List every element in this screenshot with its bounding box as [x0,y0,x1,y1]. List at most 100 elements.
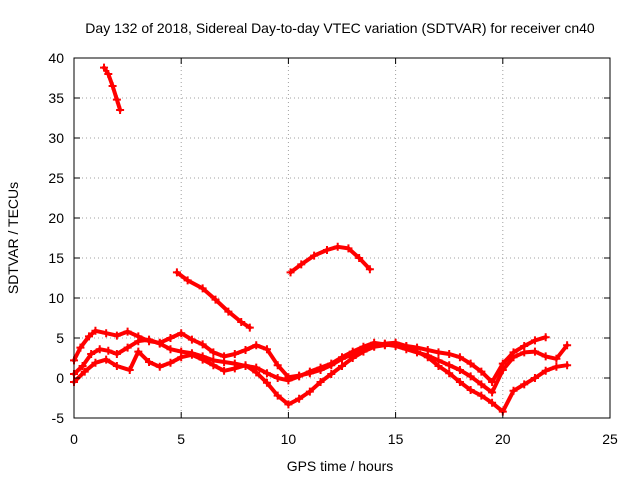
data-point-marker [87,350,96,358]
data-point-marker [85,332,94,341]
data-point-marker [112,95,121,104]
data-point-marker [76,343,85,352]
data-point-marker [230,350,239,358]
data-point-marker [108,82,117,90]
data-point-marker [327,370,336,378]
data-point-marker [262,378,271,387]
data-point-marker [177,353,186,362]
data-point-marker [423,353,432,362]
data-point-marker [198,340,207,349]
axis-ticks [73,57,611,419]
data-point-marker [187,350,196,359]
data-point-marker [355,254,364,262]
data-point-marker [224,307,233,316]
data-point-marker [530,347,539,356]
y-tick-label: 5 [56,330,64,346]
data-point-marker [252,341,261,350]
x-tick-label: 10 [281,431,297,447]
data-point-marker [112,331,121,340]
data-point-marker [310,251,319,260]
data-point-marker [209,361,218,370]
data-point-marker [145,358,154,366]
data-point-marker [273,391,282,400]
y-tick-label: 35 [48,90,64,106]
data-point-marker [359,347,368,356]
x-tick-label: 25 [602,431,618,447]
series-band [288,244,372,275]
data-point-marker [284,400,293,409]
data-point-marker [391,340,400,349]
y-tick-label: 15 [48,250,64,266]
data-point-marker [237,318,246,326]
data-point-marker [91,326,100,335]
series-arc-2 [172,268,254,332]
data-point-marker [125,366,134,374]
data-point-marker [477,380,486,389]
data-point-marker [541,352,550,361]
data-point-marker [91,358,100,367]
data-point-marker [466,372,475,381]
y-tick-label: 20 [48,210,64,226]
data-point-marker [295,372,304,381]
data-point-marker [295,394,304,403]
data-point-marker [198,284,207,293]
data-point-marker [348,354,357,362]
data-point-marker [434,348,443,357]
data-point-marker [338,353,346,362]
data-point-marker [488,398,497,407]
series-arc-1 [100,63,125,114]
data-point-marker [102,329,111,338]
data-point-marker [455,378,464,386]
y-tick-label: 0 [56,370,64,386]
data-point-marker [166,345,175,354]
data-point-marker [316,378,325,386]
data-point-marker [509,353,518,362]
series-arc-6 [70,340,572,416]
data-point-marker [183,276,192,285]
data-point-marker [541,366,550,375]
data-point-marker [541,333,550,342]
data-point-marker [286,268,295,277]
data-point-marker [241,346,250,354]
x-tick-label: 5 [177,431,185,447]
data-point-marker [145,335,154,344]
data-point-marker [78,362,87,370]
data-point-marker [488,378,497,386]
data-point-marker [104,70,113,78]
grid [74,58,610,418]
data-point-marker [333,242,342,251]
data-point-marker [370,342,379,351]
data-point-marker [563,361,572,370]
data-point-marker [155,362,164,371]
data-point-marker [220,366,229,375]
data-point-marker [305,367,314,376]
y-tick-label: 10 [48,290,64,306]
data-point-marker [166,334,175,342]
data-point-marker [241,361,250,370]
data-point-marker [95,345,104,354]
x-tick-label: 15 [388,431,404,447]
data-point-marker [134,347,143,356]
data-point-marker [477,391,486,400]
data-point-marker [172,268,181,277]
data-point-marker [123,327,132,336]
data-point-marker [477,367,486,376]
data-point-marker [445,350,454,358]
data-point-marker [297,260,306,269]
data-point-marker [509,386,518,395]
data-point-marker [466,386,475,394]
data-point-marker [552,354,561,363]
data-point-marker [112,362,121,370]
data-point-marker [520,380,529,389]
x-tick-labels: 0 5 10 15 20 25 [70,431,618,447]
data-point-marker [445,361,454,370]
data-point-marker [466,359,475,368]
data-point-marker [252,368,261,377]
data-point-marker [284,376,293,385]
data-point-marker [552,362,561,371]
data-point-marker [230,364,239,373]
y-axis-label: SDTVAR / TECUs [5,182,21,294]
data-point-marker [220,358,229,366]
